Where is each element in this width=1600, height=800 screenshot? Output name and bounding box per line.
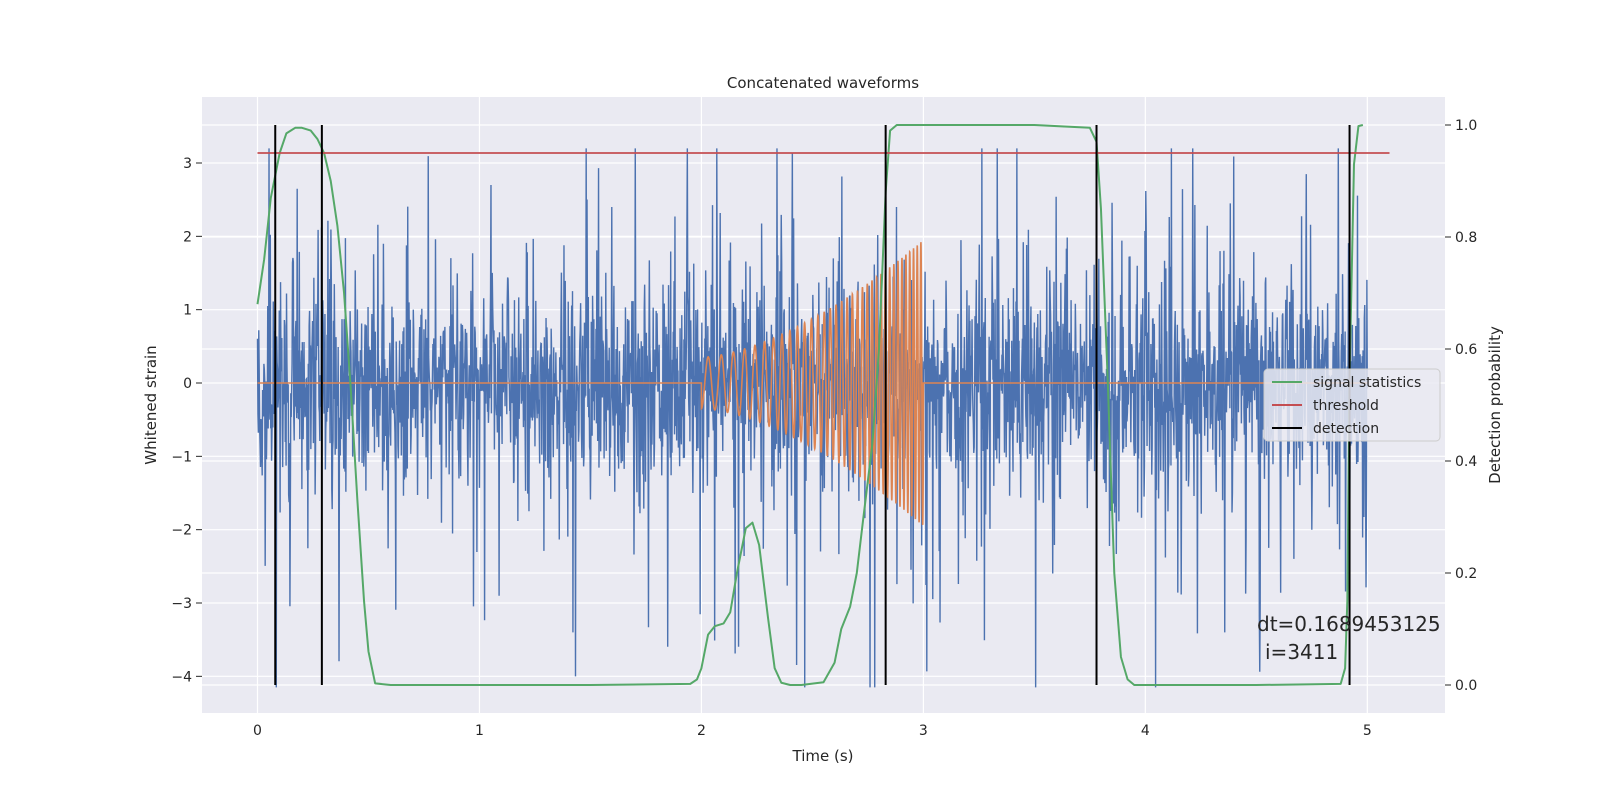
x-tick-label: 0	[253, 723, 262, 739]
y-axis-label-right: Detection probability	[1486, 326, 1504, 484]
ticks: 0 1 2 3 4 5 −4 −3 −2 −1 0 1 2 3 0.0 0.2 0.4 0.6 0.8 1.0	[171, 118, 1477, 739]
y-right-tick-label: 0.0	[1455, 678, 1477, 694]
y-tick-label: 0	[183, 376, 192, 392]
series-signal-statistics-line	[256, 124, 1364, 686]
series-strain-line	[256, 148, 1369, 688]
x-tick-label: 2	[697, 723, 706, 739]
y-right-tick-label: 0.2	[1455, 566, 1477, 582]
legend: signal statistics threshold detection	[1263, 368, 1441, 442]
annotation-index: i=3411	[1265, 640, 1338, 664]
x-tick-label: 3	[919, 723, 928, 739]
y-tick-label: −4	[171, 669, 192, 685]
y-tick-label: 1	[183, 303, 192, 319]
y-tick-label: −2	[171, 523, 192, 539]
y-tick-label: −3	[171, 596, 192, 612]
y-right-tick-label: 1.0	[1455, 118, 1477, 134]
y-right-tick-label: 0.6	[1455, 342, 1477, 358]
legend-box	[1263, 368, 1441, 442]
y-axis-label: Whitened strain	[142, 345, 160, 464]
legend-label-detection: detection	[1313, 421, 1379, 437]
legend-label-threshold: threshold	[1313, 398, 1379, 414]
y-tick-label: 2	[183, 229, 192, 245]
annotation-dt: dt=0.1689453125	[1257, 612, 1441, 636]
series-layer	[256, 124, 1390, 688]
x-axis-label: Time (s)	[792, 747, 854, 765]
chart-title: Concatenated waveforms	[727, 74, 919, 92]
x-tick-label: 5	[1363, 723, 1372, 739]
y-right-tick-label: 0.4	[1455, 454, 1477, 470]
x-tick-label: 1	[475, 723, 484, 739]
y-tick-label: −1	[171, 449, 192, 465]
x-tick-label: 4	[1141, 723, 1150, 739]
legend-label-signal-statistics: signal statistics	[1313, 375, 1421, 391]
y-tick-label: 3	[183, 156, 192, 172]
y-right-tick-label: 0.8	[1455, 230, 1477, 246]
